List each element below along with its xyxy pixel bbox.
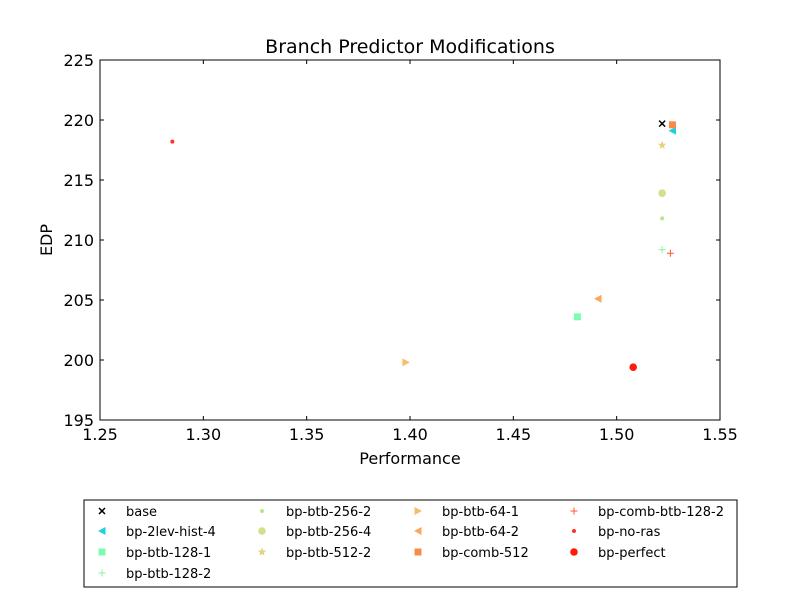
legend-label: bp-btb-128-2: [126, 567, 211, 582]
x-tick-label: 1.40: [392, 425, 428, 444]
y-tick-label: 195: [63, 411, 94, 430]
y-tick-label: 210: [63, 231, 94, 250]
plot-frame: [99, 59, 721, 421]
legend-marker: [414, 507, 422, 515]
data-point-bp-btb-256-2: [660, 216, 665, 221]
data-point-bp-comb-512: [668, 121, 676, 129]
legend-marker: [260, 509, 264, 513]
data-point-bp-2lev-hist-4: [668, 126, 676, 135]
legend-marker: [570, 548, 578, 556]
y-tick-label: 220: [63, 111, 94, 130]
legend-label: bp-2lev-hist-4: [126, 525, 216, 540]
legend-item: bp-btb-128-1: [98, 546, 211, 561]
legend-marker: [98, 569, 106, 577]
data-points: [170, 120, 676, 372]
data-point-bp-btb-256-4: [658, 189, 666, 197]
legend-label: bp-btb-64-1: [442, 505, 519, 520]
legend-marker: [257, 547, 267, 556]
legend-label: bp-btb-256-2: [286, 505, 371, 520]
legend-label: bp-btb-64-2: [442, 525, 519, 540]
legend: base bp-2lev-hist-4 bp-btb-128-1 bp-btb-128…: [83, 499, 738, 588]
legend-marker: [258, 527, 266, 535]
legend-frame: [83, 499, 738, 588]
legend-item: bp-comb-512: [414, 546, 529, 561]
y-axis: 195 200 205 210 215 220 225: [63, 51, 720, 430]
legend-marker: [98, 527, 106, 535]
y-tick-label: 225: [63, 51, 94, 70]
data-point-bp-btb-128-1: [573, 313, 581, 321]
legend-label: bp-btb-128-1: [126, 546, 211, 561]
data-point-base: [658, 120, 666, 128]
legend-marker: [570, 507, 578, 515]
legend-label: bp-btb-512-2: [286, 546, 371, 561]
legend-label: bp-perfect: [598, 546, 666, 561]
legend-marker: [98, 507, 106, 515]
legend-marker: [98, 548, 106, 556]
data-point-bp-perfect: [629, 363, 637, 372]
y-tick-label: 215: [63, 171, 94, 190]
data-point-bp-btb-64-2: [594, 294, 602, 303]
data-point-bp-btb-64-1: [402, 358, 410, 367]
legend-item: bp-btb-512-2: [257, 546, 371, 561]
legend-label: bp-no-ras: [598, 525, 661, 540]
legend-label: bp-comb-btb-128-2: [598, 505, 724, 520]
legend-item: bp-2lev-hist-4: [98, 525, 216, 540]
y-axis-label: EDP: [37, 224, 56, 256]
legend-item: bp-btb-128-2: [98, 567, 211, 582]
legend-item: base: [98, 505, 157, 520]
legend-item: bp-btb-256-4: [258, 525, 371, 540]
legend-item: bp-perfect: [570, 546, 666, 561]
legend-marker: [414, 527, 422, 535]
legend-label: base: [126, 505, 157, 520]
data-point-bp-btb-512-2: [657, 140, 667, 149]
x-tick-label: 1.50: [599, 425, 635, 444]
x-tick-label: 1.55: [702, 425, 738, 444]
legend-marker: [572, 529, 576, 533]
data-point-bp-btb-128-2: [658, 246, 666, 254]
legend-item: bp-comb-btb-128-2: [570, 505, 724, 520]
legend-item: bp-btb-64-2: [414, 525, 519, 540]
x-tick-label: 1.25: [82, 425, 118, 444]
legend-item: bp-btb-256-2: [260, 505, 371, 520]
legend-item: bp-no-ras: [572, 525, 661, 540]
x-tick-label: 1.35: [289, 425, 325, 444]
chart-title: Branch Predictor Modifications: [265, 36, 555, 58]
legend-label: bp-btb-256-4: [286, 525, 371, 540]
y-tick-label: 200: [63, 351, 94, 370]
x-tick-label: 1.30: [186, 425, 222, 444]
legend-item: bp-btb-64-1: [414, 505, 519, 520]
legend-marker: [414, 548, 422, 556]
data-point-bp-no-ras: [170, 139, 175, 144]
data-point-bp-comb-btb-128-2: [666, 249, 674, 257]
x-axis: 1.25 1.30 1.35 1.40 1.45 1.50 1.55: [82, 60, 738, 444]
x-axis-label: Performance: [359, 449, 460, 468]
x-tick-label: 1.45: [496, 425, 532, 444]
legend-label: bp-comb-512: [442, 546, 529, 561]
y-tick-label: 205: [63, 291, 94, 310]
